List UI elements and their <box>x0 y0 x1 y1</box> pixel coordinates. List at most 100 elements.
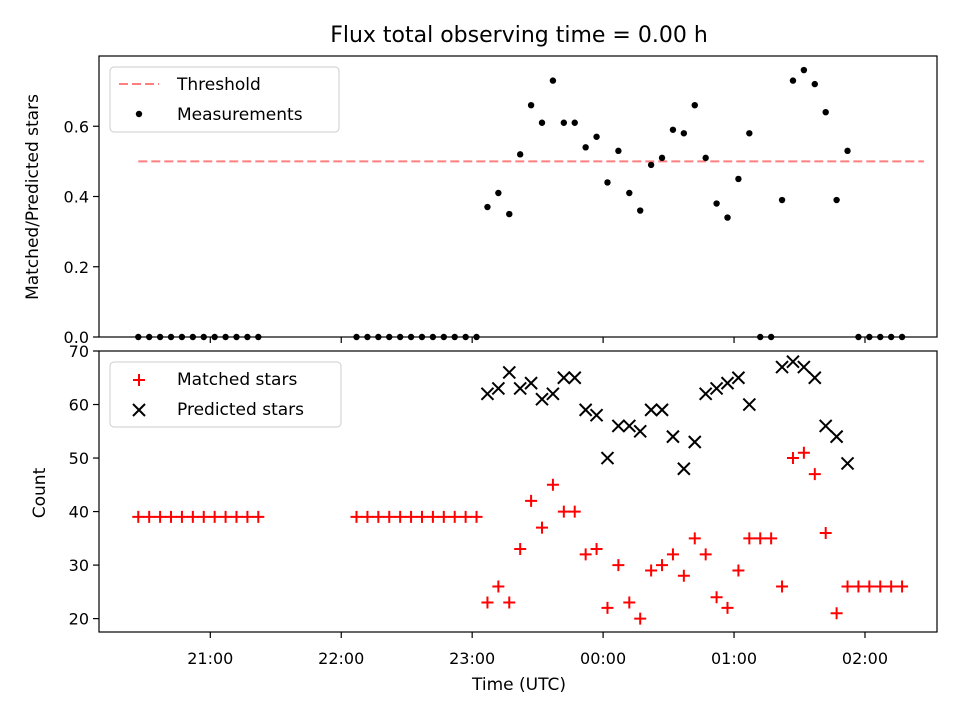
bottom-axes-frame <box>98 350 938 633</box>
matched-star-point <box>154 510 167 523</box>
top-x-ticks <box>209 337 866 343</box>
matched-star-point <box>808 468 821 481</box>
matched-star-point <box>383 510 396 523</box>
matched-star-point <box>252 510 265 523</box>
matched-star-point <box>885 580 898 593</box>
matched-star-point <box>645 564 658 577</box>
predicted-star-point <box>589 408 604 422</box>
matched-star-point <box>601 601 614 614</box>
x-tick-label: 21:00 <box>187 649 233 668</box>
legend-threshold-label: Threshold <box>176 75 261 95</box>
matched-star-point <box>699 548 712 561</box>
matched-star-point <box>394 510 407 523</box>
x-tick-label: 00:00 <box>580 649 626 668</box>
bottom-legend: Matched stars Predicted stars <box>109 361 342 428</box>
matched-star-point <box>765 532 778 545</box>
legend-matched-swatch <box>133 374 145 386</box>
top-legend: Threshold Measurements <box>109 66 340 133</box>
measurement-point <box>811 80 818 88</box>
matched-star-point <box>208 510 221 523</box>
matched-star-point <box>786 452 799 465</box>
matched-star-point <box>546 478 559 491</box>
matched-star-point <box>721 601 734 614</box>
measurement-point <box>495 189 502 197</box>
predicted-star-point <box>611 419 626 433</box>
measurement-point <box>593 133 600 140</box>
predicted-star-point <box>797 360 811 374</box>
predicted-star-point <box>546 387 560 401</box>
measurement-point <box>549 77 557 84</box>
legend-matched-label: Matched stars <box>177 370 297 390</box>
matched-star-point <box>437 510 450 523</box>
x-tick-label: 02:00 <box>842 649 888 668</box>
predicted-star-point <box>829 429 844 444</box>
x-tick-label: 01:00 <box>711 649 757 668</box>
legend-predicted-swatch <box>132 403 146 417</box>
measurement-point <box>702 154 709 162</box>
matched-star-point <box>634 612 647 625</box>
matched-star-point <box>623 596 636 609</box>
predicted-star-point <box>775 360 789 374</box>
y-tick-label: 60 <box>69 396 89 415</box>
measurement-point <box>658 154 666 162</box>
matched-star-point <box>405 510 418 523</box>
legend-measurements-label: Measurements <box>177 105 303 125</box>
matched-star-point <box>241 510 254 523</box>
legend-predicted-label: Predicted stars <box>177 400 304 420</box>
matched-star-point <box>688 532 701 545</box>
matched-star-point <box>186 510 199 523</box>
matched-star-point <box>874 580 887 593</box>
measurement-point <box>822 109 829 116</box>
x-axis-label: Time (UTC) <box>471 675 566 695</box>
matched-star-point <box>612 559 625 572</box>
predicted-star-point <box>524 376 538 390</box>
matched-star-point <box>863 580 876 593</box>
matched-star-point <box>415 510 428 523</box>
chart-title: Flux total observing time = 0.00 h <box>330 23 708 48</box>
predicted-star-point <box>655 403 669 417</box>
matched-star-point <box>677 569 690 582</box>
measurement-point <box>516 151 524 158</box>
matched-star-point <box>797 446 810 459</box>
matched-star-point <box>503 596 516 609</box>
x-tick-label: 22:00 <box>318 649 364 668</box>
matched-star-point <box>590 543 603 556</box>
predicted-star-point <box>818 419 833 433</box>
measurement-point <box>724 214 731 221</box>
matched-star-point <box>841 580 854 593</box>
predicted-star-point <box>698 387 713 401</box>
measurement-point <box>571 119 578 126</box>
y-tick-label: 50 <box>69 449 89 468</box>
measurement-point <box>713 200 720 207</box>
matched-star-point <box>896 580 909 593</box>
measurement-point <box>800 66 808 74</box>
predicted-star-point <box>709 381 724 396</box>
y-tick-label: 20 <box>69 610 89 629</box>
matched-star-point <box>732 564 745 577</box>
predicted-star-point <box>557 371 571 385</box>
matched-star-point <box>350 510 363 523</box>
legend-frame <box>109 66 340 133</box>
matched-star-point <box>536 521 549 534</box>
matched-star-point <box>459 510 472 523</box>
predicted-star-point <box>786 354 800 369</box>
y-tick-label: 0.4 <box>64 188 89 207</box>
y-tick-label: 70 <box>69 342 89 361</box>
measurement-point <box>615 147 622 155</box>
predicted-star-point <box>731 371 746 385</box>
x-tick-label: 23:00 <box>449 649 495 668</box>
measurement-point <box>626 189 633 197</box>
y-tick-label: 0.6 <box>64 117 89 136</box>
predicted-star-point <box>840 456 855 471</box>
predicted-star-point <box>491 381 506 396</box>
predicted-star-point <box>568 371 582 385</box>
y-tick-label: 0.2 <box>64 258 89 277</box>
matched-star-point <box>754 532 767 545</box>
predicted-star-point <box>720 376 735 390</box>
measurement-point <box>604 179 611 186</box>
matched-star-point <box>852 580 865 593</box>
measurement-point <box>647 161 655 169</box>
measurement-point <box>484 203 491 211</box>
predicted-star-point <box>535 392 549 406</box>
